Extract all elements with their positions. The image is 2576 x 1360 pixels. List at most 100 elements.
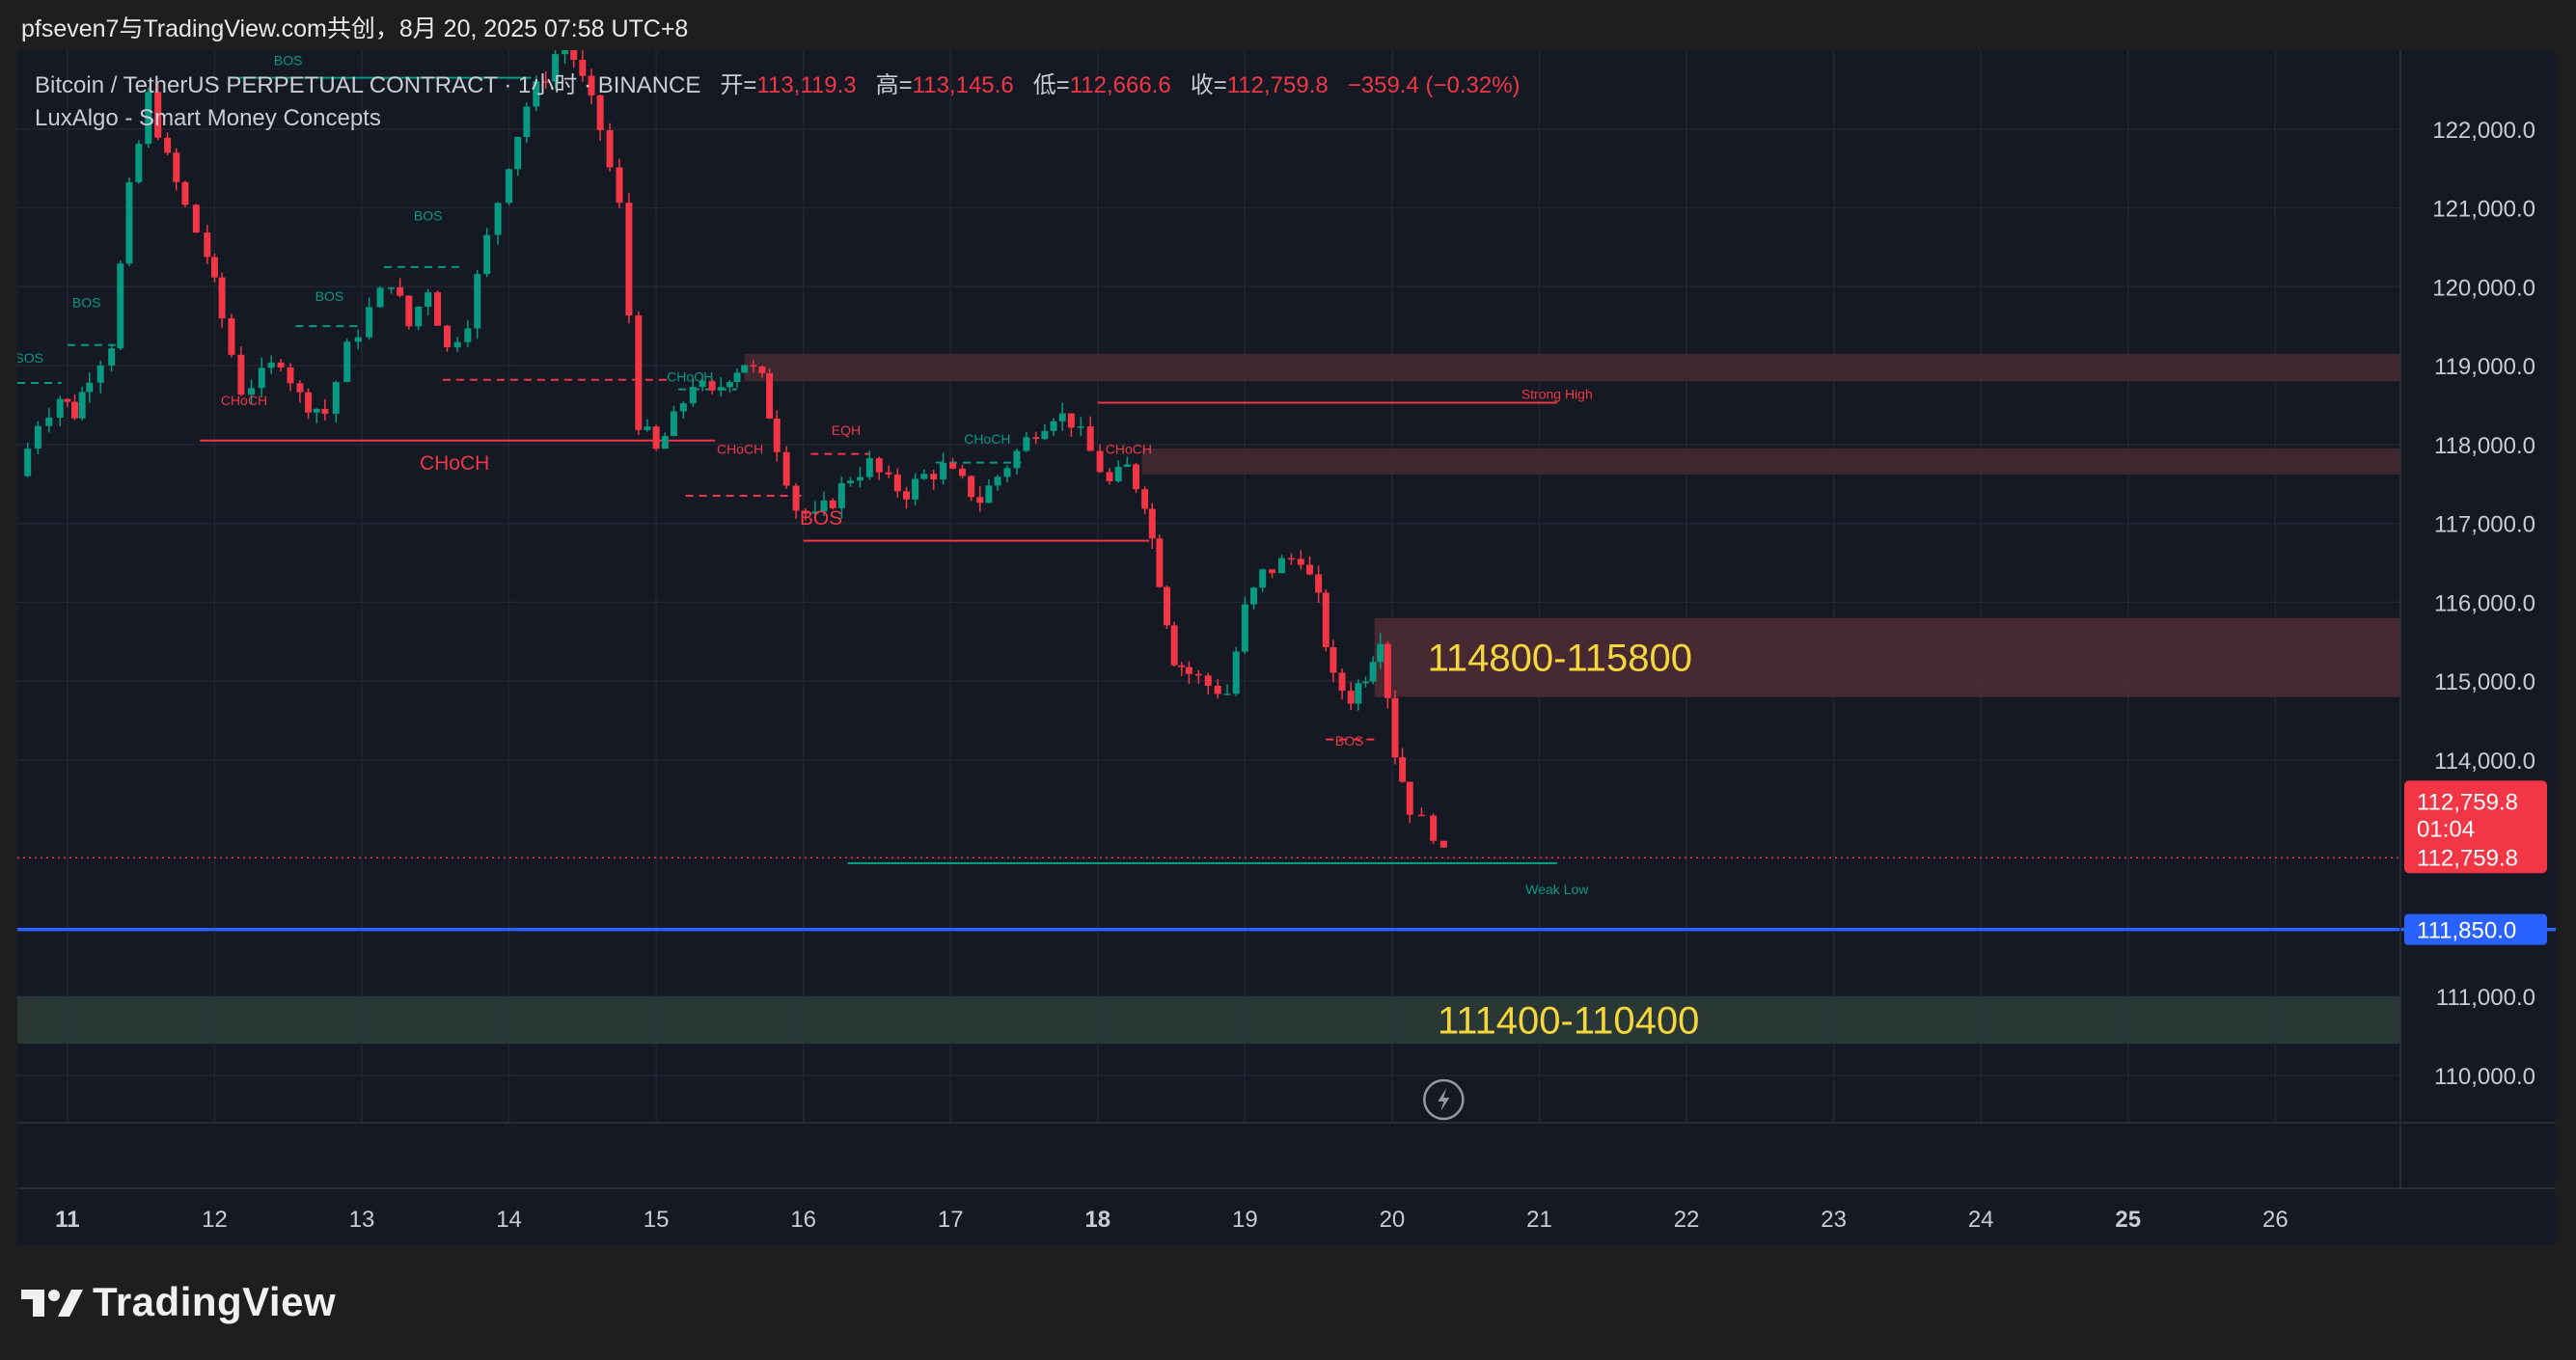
candle-body	[1287, 558, 1295, 560]
candle-body	[192, 204, 200, 233]
candle-body	[994, 476, 1001, 486]
candle-body	[661, 436, 669, 449]
candle-body	[570, 50, 578, 60]
candle-body	[811, 511, 819, 514]
legend-low-label: 低=	[1032, 72, 1070, 98]
candle-body	[506, 169, 513, 204]
candle-body	[741, 365, 749, 373]
candle-body	[689, 387, 697, 404]
smc-label: EQH	[832, 422, 861, 438]
lightning-icon	[1438, 1088, 1450, 1111]
smc-label: CHoCH	[420, 452, 489, 475]
candle-body	[792, 485, 800, 511]
candle-body	[443, 325, 451, 348]
legend-open: 113,119.3	[756, 72, 857, 98]
candle-body	[1164, 586, 1171, 626]
candle-body	[494, 203, 502, 235]
candle-body	[117, 263, 124, 349]
candle-body	[1041, 430, 1049, 440]
candle-body	[625, 203, 633, 316]
candle-body	[893, 474, 901, 492]
candle-body	[1141, 489, 1149, 509]
candle-body	[820, 500, 828, 512]
candle-body	[766, 372, 774, 420]
candle-body	[145, 92, 152, 145]
time-axis-label: 17	[938, 1207, 964, 1233]
footer-brand: TradingView	[93, 1279, 337, 1324]
candle-body	[86, 382, 94, 393]
candle-body	[837, 483, 845, 508]
chart-header: pfseven7与TradingView.com共创，8月 20, 2025 0…	[0, 0, 2576, 58]
candle-body	[708, 380, 716, 391]
candle-body	[1315, 574, 1323, 593]
time-axis-label: 21	[1526, 1207, 1552, 1233]
candle-body	[96, 365, 104, 383]
candle-body	[237, 354, 245, 395]
candle-body	[733, 372, 741, 383]
price-axis-label: 120,000.0	[2432, 275, 2535, 301]
candle-body	[644, 426, 651, 430]
candle-body	[758, 367, 766, 373]
candle-body	[1223, 694, 1231, 695]
candle-body	[1086, 426, 1094, 451]
candle-body	[717, 387, 725, 391]
candle-body	[726, 382, 733, 388]
candle-body	[258, 367, 265, 389]
candle-body	[1361, 681, 1369, 684]
candle-body	[847, 480, 855, 484]
candle-body	[464, 328, 472, 342]
legend-ohlc-line: Bitcoin / TetherUS PERPETUAL CONTRACT · …	[35, 66, 1521, 99]
candle-body	[1050, 421, 1057, 431]
time-axis-label: 19	[1232, 1207, 1258, 1233]
legend-close-label: 收=	[1190, 72, 1227, 98]
tradingview-logo-icon	[21, 1290, 83, 1317]
candle-body	[596, 95, 604, 131]
candle-body	[343, 341, 351, 383]
candle-body	[606, 130, 614, 168]
candle-body	[985, 485, 993, 503]
candle-body	[45, 417, 53, 426]
time-axis-label: 18	[1084, 1207, 1110, 1233]
candle-body	[1306, 564, 1314, 575]
legend-indicator[interactable]: LuxAlgo - Smart Money Concepts	[35, 105, 381, 131]
tradingview-logo[interactable]: TradingView	[21, 1273, 336, 1331]
smc-label: CHoCH	[717, 442, 763, 457]
lightning-button[interactable]	[1423, 1078, 1465, 1121]
last-price-label-2: 112,759.8	[2417, 845, 2518, 871]
candle-body	[1204, 675, 1212, 686]
time-axis-label: 24	[1968, 1207, 1994, 1233]
candle-body	[1106, 472, 1113, 481]
candle-body	[1032, 437, 1040, 440]
candle-body	[1347, 691, 1355, 704]
candle-body	[588, 75, 595, 95]
candle-body	[1391, 697, 1399, 758]
smc-label: CHoCH	[667, 368, 713, 384]
candle-body	[154, 92, 162, 138]
candle-body	[616, 167, 623, 204]
candlestick-chart[interactable]: 114800-115800 111400-110400 Strong High Wea…	[17, 50, 2556, 1244]
candle-body	[1259, 569, 1267, 588]
smc-label: BOS	[274, 53, 303, 68]
candle-body	[296, 383, 304, 393]
smc-label: BOS	[800, 507, 842, 530]
candle-body	[1269, 569, 1276, 574]
legend-open-label: 开=	[720, 72, 757, 98]
price-axis-label: 110,000.0	[2434, 1064, 2535, 1090]
candle-body	[1023, 437, 1030, 451]
candle-body	[474, 274, 481, 329]
candle-body	[453, 341, 461, 348]
legend-symbol[interactable]: Bitcoin / TetherUS PERPETUAL CONTRACT · …	[35, 72, 701, 98]
candle-body	[354, 337, 362, 342]
smc-label: CHoCH	[221, 393, 267, 408]
candle-body	[885, 472, 892, 475]
candle-body	[829, 500, 836, 508]
smc-label: BOS	[315, 288, 344, 304]
price-axis-label: 115,000.0	[2434, 669, 2535, 695]
candle-body	[968, 476, 975, 498]
supply-zone-mid	[1141, 448, 2400, 475]
level-badge[interactable]	[2404, 913, 2547, 945]
demand-zone	[17, 996, 2400, 1045]
supply-zone-main-label: 114800-115800	[1428, 638, 1692, 680]
candle-body	[173, 152, 180, 182]
price-axis-label: 118,000.0	[2434, 433, 2535, 459]
